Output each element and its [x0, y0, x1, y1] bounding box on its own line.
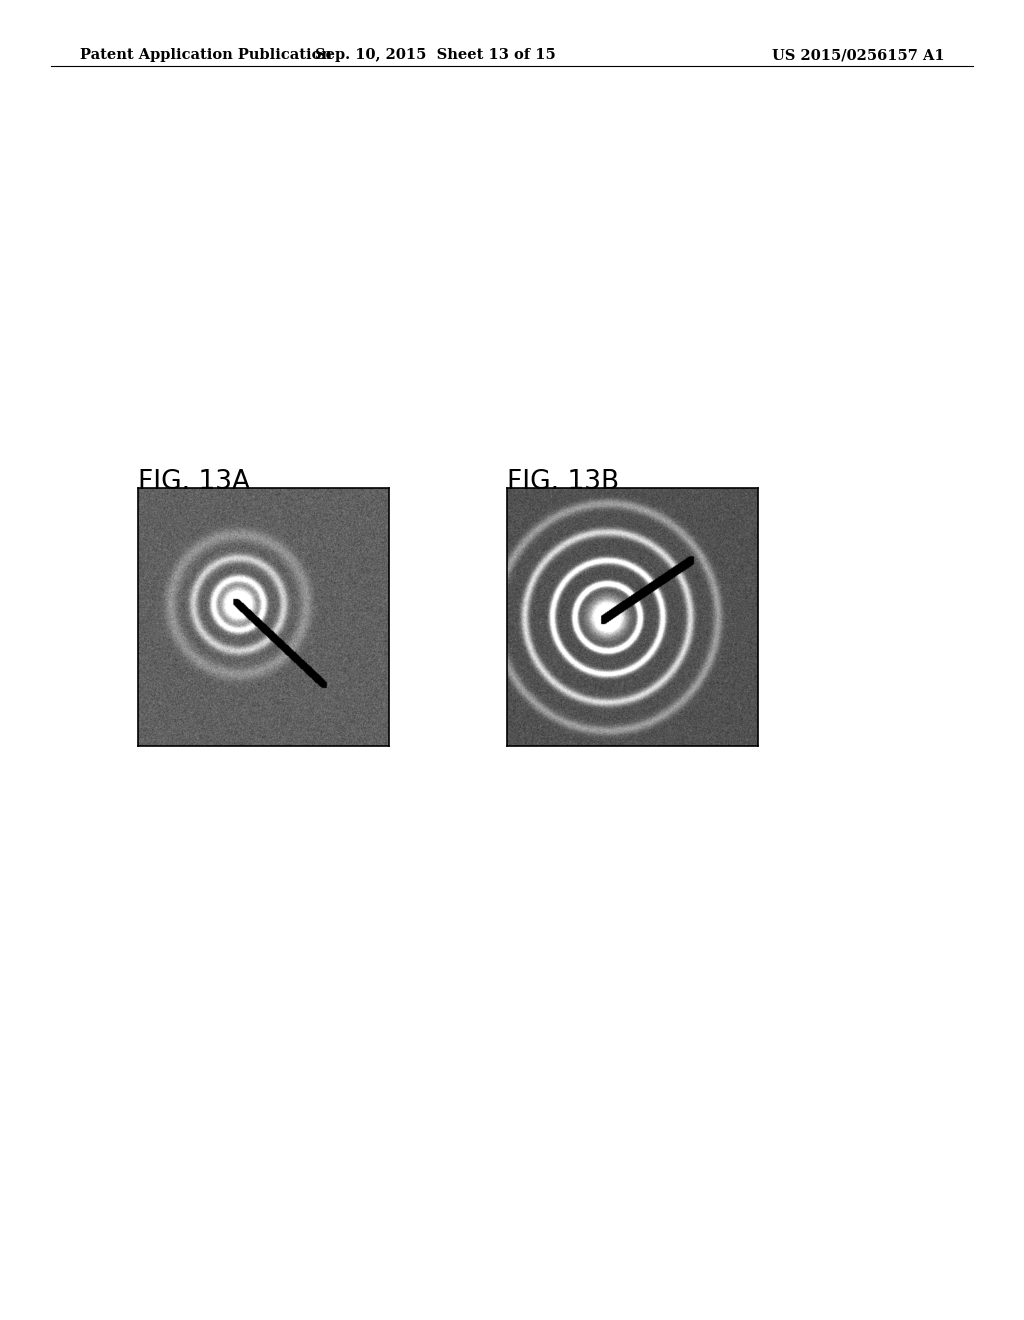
Text: FIG. 13B: FIG. 13B: [507, 469, 618, 495]
Text: FIG. 13A: FIG. 13A: [138, 469, 250, 495]
Text: US 2015/0256157 A1: US 2015/0256157 A1: [771, 49, 944, 62]
Text: Sep. 10, 2015  Sheet 13 of 15: Sep. 10, 2015 Sheet 13 of 15: [314, 49, 556, 62]
Text: Patent Application Publication: Patent Application Publication: [80, 49, 332, 62]
